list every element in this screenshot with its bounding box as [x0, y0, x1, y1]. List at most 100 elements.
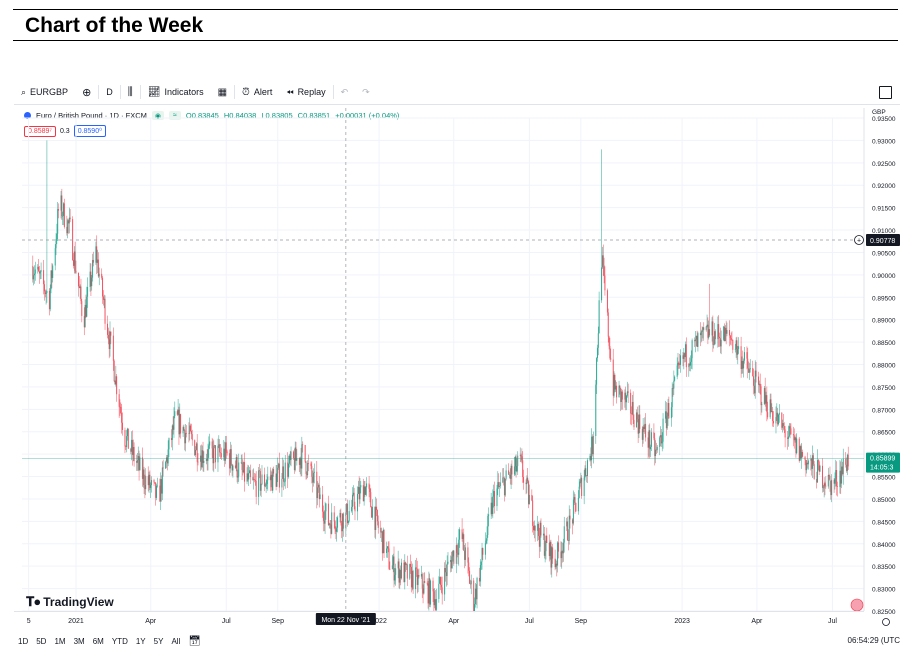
candle-body — [520, 455, 522, 457]
add-alert-plus-icon — [854, 235, 864, 245]
candle-body — [706, 324, 708, 327]
candle-body — [601, 255, 603, 268]
plus-circle-icon: ⊕ — [82, 86, 92, 99]
range-button-1d[interactable]: 1D — [18, 636, 29, 646]
candle-body — [517, 455, 519, 467]
compare-button[interactable]: ⊕ — [75, 81, 98, 103]
candle-body — [62, 215, 64, 217]
ohlc-close: C0.83851 — [297, 111, 331, 120]
candle-body — [555, 563, 557, 568]
candle-body — [290, 451, 292, 461]
candle-body — [444, 567, 446, 573]
range-button-5y[interactable]: 5Y — [153, 636, 164, 646]
calendar-icon[interactable]: 📅︎ — [188, 635, 202, 647]
candle-body — [440, 584, 442, 588]
fullscreen-icon[interactable] — [879, 86, 892, 99]
chart-type-button[interactable]: ⫼ — [121, 81, 140, 103]
candle-body — [510, 465, 512, 479]
candle-body — [393, 556, 395, 581]
candle-body — [491, 502, 493, 515]
candle-body — [381, 531, 383, 554]
candle-body — [798, 438, 800, 461]
candle-body — [580, 477, 582, 482]
candle-body — [435, 598, 437, 610]
candle-body — [560, 551, 562, 559]
indicators-button[interactable]: 📈︎ Indicators — [141, 81, 211, 103]
candle-body — [549, 542, 551, 557]
candle-body — [513, 466, 515, 475]
candle-body — [143, 469, 145, 486]
candle-body — [295, 447, 297, 461]
alert-button[interactable]: ⏰︎ Alert — [235, 81, 279, 103]
candle-body — [386, 548, 388, 554]
candle-body — [452, 550, 454, 557]
candle-body — [550, 542, 552, 568]
eye-icon[interactable]: ◉ — [151, 111, 164, 120]
candle-body — [247, 473, 249, 480]
candle-body — [109, 331, 111, 350]
candle-body — [63, 203, 65, 227]
candle-body — [337, 517, 339, 528]
range-button-all[interactable]: All — [171, 636, 181, 646]
candle-body — [485, 540, 487, 544]
candle-body — [333, 512, 335, 522]
candle-body — [220, 453, 222, 458]
candle-body — [523, 477, 525, 483]
candle-body — [244, 462, 246, 482]
redo-button[interactable]: ↷ — [355, 81, 377, 103]
range-button-1y[interactable]: 1Y — [135, 636, 146, 646]
symbol-search-button[interactable]: ⌕ EURGBP — [14, 81, 75, 103]
candle-body — [481, 548, 483, 562]
replay-button[interactable]: ⏪︎ Replay — [279, 81, 332, 103]
ohlc-low: L0.83805 — [261, 111, 293, 120]
templates-button[interactable]: ▦ — [211, 81, 234, 103]
candle-body — [324, 511, 326, 524]
range-button-1m[interactable]: 1M — [54, 636, 66, 646]
candle-body — [609, 346, 611, 359]
candle-body — [444, 567, 446, 595]
candle-body — [637, 419, 639, 434]
range-button-6m[interactable]: 6M — [92, 636, 104, 646]
candle-body — [831, 479, 833, 496]
candle-body — [743, 352, 745, 361]
candle-body — [167, 449, 169, 464]
candle-body — [296, 458, 298, 461]
candle-body — [672, 387, 674, 389]
candle-body — [253, 479, 255, 481]
candle-body — [790, 428, 792, 435]
utc-clock[interactable]: 06:54:29 (UTC — [847, 636, 900, 645]
candle-body — [743, 360, 745, 369]
sell-button[interactable]: 0.8589⁷ — [24, 125, 56, 137]
candle-body — [234, 465, 236, 468]
range-button-5d[interactable]: 5D — [36, 636, 47, 646]
range-button-ytd[interactable]: YTD — [111, 636, 128, 646]
candle-body — [723, 326, 725, 340]
candle-body — [631, 401, 633, 415]
candle-body — [469, 583, 471, 585]
candle-body — [119, 406, 121, 408]
price-tick-label: 0.85000 — [872, 497, 896, 504]
candle-body — [476, 577, 478, 600]
candle-body — [148, 474, 150, 486]
candle-body — [356, 493, 358, 512]
candle-body — [38, 271, 40, 274]
undo-icon: ↶ — [340, 86, 349, 97]
candle-body — [817, 460, 819, 462]
wave-icon[interactable]: ≈ — [168, 111, 181, 120]
range-button-3m[interactable]: 3M — [73, 636, 85, 646]
candle-body — [52, 265, 54, 278]
candle-body — [351, 506, 353, 512]
candle-body — [57, 209, 59, 234]
crosshair-date-box — [315, 613, 376, 625]
candle-body — [674, 376, 676, 381]
candle-body — [552, 547, 554, 559]
candle-body — [574, 497, 576, 503]
interval-button[interactable]: D — [99, 81, 120, 103]
buy-button[interactable]: 0.8590⁰ — [73, 125, 106, 137]
price-chart[interactable]: 0.82500 0.83000 0.83500 0.84000 0.84500 0.850… — [14, 80, 900, 629]
candle-body — [589, 455, 591, 461]
candle-body — [318, 484, 320, 500]
candle-body — [694, 340, 696, 342]
candle-body — [839, 470, 841, 487]
undo-button[interactable]: ↶ — [334, 81, 356, 103]
